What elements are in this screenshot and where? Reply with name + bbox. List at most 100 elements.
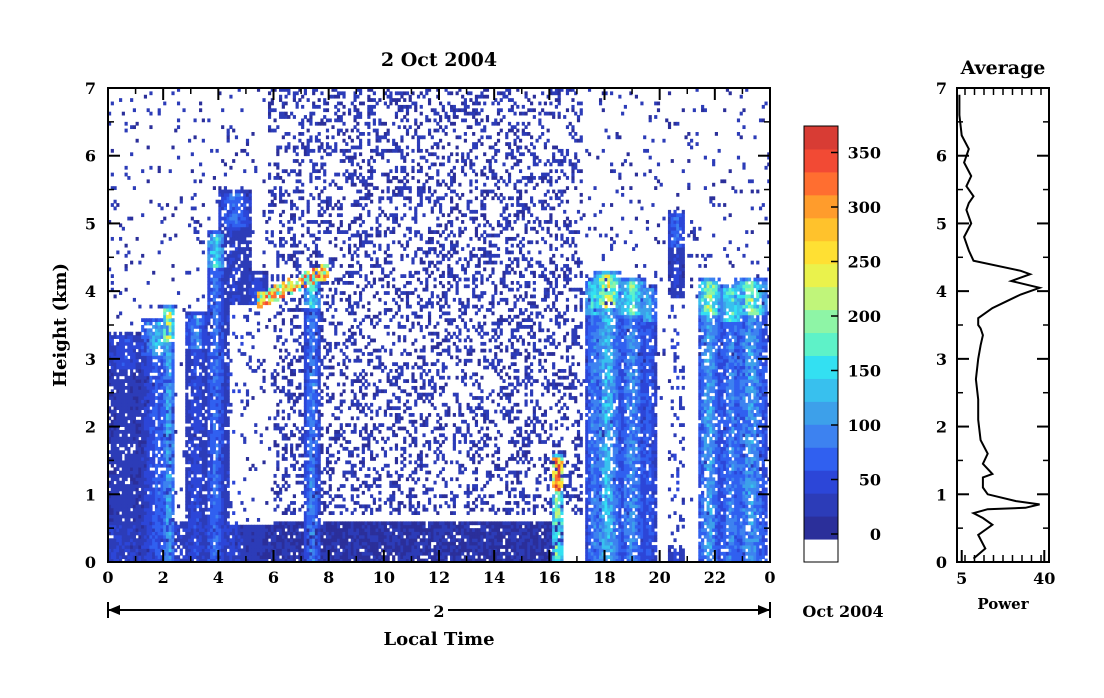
heatmap-cell [279, 111, 283, 116]
heatmap-cell [171, 413, 175, 417]
heatmap-cell [196, 477, 200, 482]
heatmap-cell [223, 345, 228, 350]
heatmap-cell [113, 294, 117, 299]
heatmap-cell [149, 429, 153, 434]
heatmap-cell [113, 426, 117, 431]
heatmap-cell [199, 372, 203, 377]
heatmap-cell [160, 409, 164, 414]
heatmap-cell [152, 528, 156, 532]
heatmap-cell [132, 487, 136, 492]
heatmap-cell [320, 480, 324, 485]
heatmap-cell [262, 551, 266, 556]
heatmap-cell [119, 501, 123, 505]
heatmap-cell [221, 321, 225, 326]
heatmap-cell [176, 291, 181, 295]
heatmap-cell [314, 321, 319, 326]
heatmap-cell [292, 433, 296, 438]
heatmap-cell [256, 555, 261, 560]
heatmap-cell [226, 318, 230, 323]
heatmap-cell [127, 487, 131, 492]
heatmap-cell [154, 355, 159, 360]
heatmap-cell [267, 203, 272, 207]
heatmap-cell [284, 199, 288, 204]
heatmap-cell [143, 369, 148, 373]
heatmap-cell [119, 504, 123, 509]
heatmap-cell [199, 511, 203, 515]
heatmap-cell [141, 389, 145, 394]
heatmap-cell [229, 538, 233, 543]
heatmap-cell [292, 494, 296, 499]
heatmap-cell [226, 524, 230, 529]
heatmap-cell [306, 375, 310, 380]
heatmap-cell [163, 321, 167, 326]
heatmap-cell [218, 446, 222, 451]
heatmap-cell [207, 463, 211, 468]
heatmap-cell [204, 375, 208, 380]
heatmap-cell [232, 220, 236, 224]
heatmap-cell [295, 260, 299, 265]
heatmap-cell [119, 423, 123, 427]
heatmap-cell [196, 419, 200, 424]
heatmap-cell [149, 348, 153, 353]
heatmap-cell [295, 396, 299, 400]
heatmap-cell [196, 413, 200, 417]
heatmap-cell [165, 531, 170, 536]
heatmap-cell [130, 385, 134, 390]
heatmap-cell [146, 484, 150, 488]
heatmap-cell [317, 399, 321, 404]
heatmap-cell [165, 521, 170, 526]
heatmap-cell [199, 426, 203, 431]
heatmap-cell [190, 440, 194, 444]
heatmap-cell [223, 385, 228, 390]
heatmap-cell [157, 365, 161, 370]
heatmap-cell [267, 545, 272, 549]
heatmap-cell [215, 325, 219, 329]
heatmap-cell [273, 558, 277, 562]
heatmap-cell [254, 524, 258, 529]
heatmap-cell [234, 270, 239, 275]
heatmap-cell [234, 538, 239, 543]
heatmap-cell [212, 365, 216, 370]
heatmap-cell [281, 287, 285, 292]
heatmap-cell [223, 192, 228, 197]
heatmap-cell [298, 277, 302, 282]
heatmap-cell [212, 382, 216, 387]
heatmap-cell [185, 548, 189, 553]
heatmap-cell [108, 551, 112, 556]
heatmap-cell [141, 362, 145, 367]
heatmap-cell [127, 416, 131, 421]
heatmap-cell [210, 477, 214, 482]
heatmap-cell [193, 362, 197, 367]
heatmap-cell [262, 531, 266, 536]
heatmap-cell [163, 534, 167, 539]
heatmap-cell [298, 521, 302, 526]
heatmap-cell [215, 443, 219, 448]
heatmap-cell [328, 555, 332, 560]
heatmap-cell [284, 545, 288, 549]
heatmap-cell [165, 348, 170, 353]
heatmap-cell [232, 280, 236, 285]
heatmap-cell [121, 362, 125, 367]
heatmap-cell [152, 534, 156, 539]
heatmap-cell [301, 277, 305, 282]
heatmap-cell [113, 186, 117, 190]
heatmap-cell [281, 541, 285, 546]
heatmap-cell [328, 436, 332, 441]
heatmap-cell [199, 392, 203, 397]
heatmap-cell [309, 406, 313, 411]
heatmap-cell [301, 551, 305, 556]
heatmap-cell [298, 284, 302, 289]
heatmap-cell [323, 98, 327, 102]
heatmap-cell [309, 531, 313, 536]
heatmap-cell [320, 314, 324, 319]
heatmap-cell [331, 524, 335, 529]
heatmap-cell [207, 480, 211, 485]
heatmap-cell [301, 453, 305, 458]
heatmap-cell [124, 514, 128, 519]
heatmap-cell [215, 362, 219, 367]
heatmap-cell [143, 328, 148, 333]
heatmap-cell [215, 352, 219, 356]
heatmap-cell [132, 473, 136, 478]
heatmap-cell [168, 311, 172, 316]
heatmap-cell [223, 463, 228, 468]
